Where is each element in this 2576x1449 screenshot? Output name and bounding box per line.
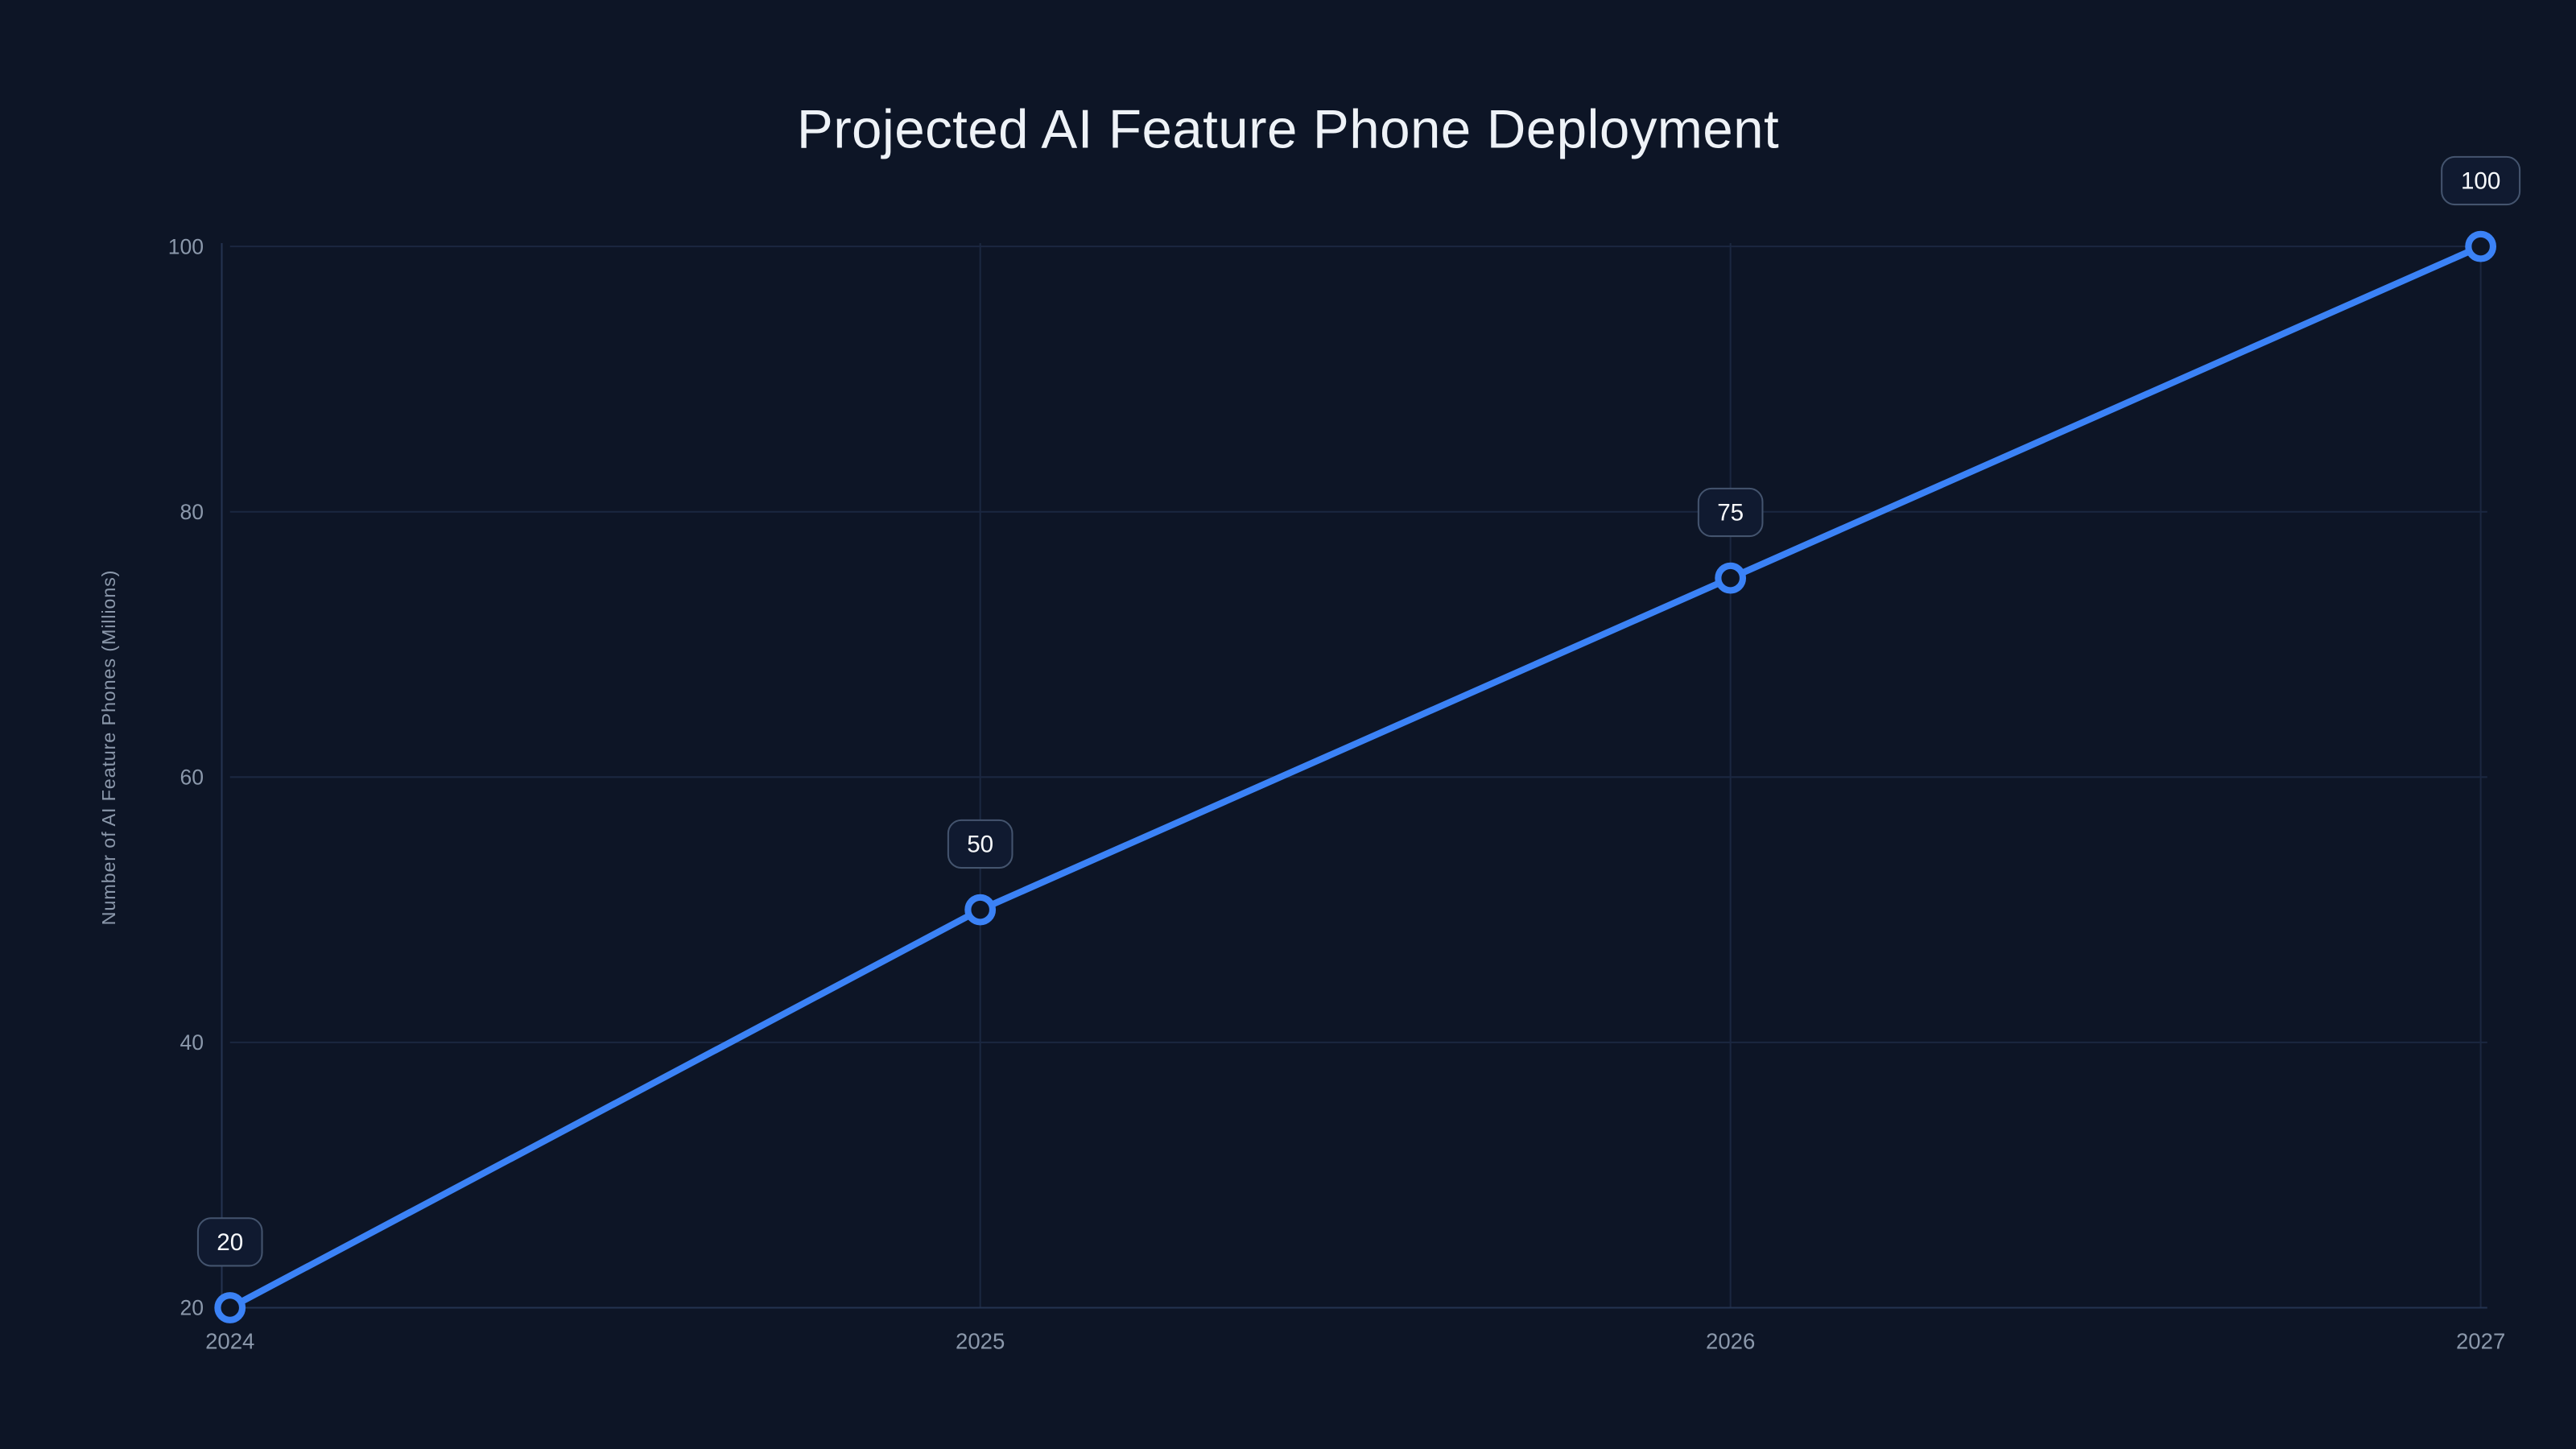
data-point — [1715, 562, 1747, 594]
y-tick-label: 100 — [168, 234, 204, 258]
gridlines — [229, 243, 2487, 1308]
point-label-badge — [1697, 487, 1764, 538]
point-label-text: 20 — [217, 1229, 243, 1256]
point-label-text: 100 — [2461, 168, 2500, 195]
x-tick-label: 2024 — [205, 1329, 254, 1354]
point-label-text: 50 — [967, 832, 993, 858]
data-point — [964, 894, 997, 926]
data-point — [2465, 230, 2497, 262]
point-label-badge — [2441, 155, 2521, 206]
y-tick-labels: 20 40 60 80 100 — [168, 234, 204, 1319]
line-series — [214, 230, 2497, 1323]
x-tick-label: 2026 — [1706, 1329, 1755, 1354]
y-tick-label: 20 — [180, 1296, 204, 1320]
x-tick-label: 2025 — [956, 1329, 1005, 1354]
axes — [221, 243, 2487, 1309]
data-point — [214, 1292, 246, 1323]
y-tick-label: 40 — [180, 1030, 204, 1055]
y-axis-label: Number of AI Feature Phones (Millions) — [98, 570, 119, 926]
point-label-badge — [196, 1217, 263, 1267]
point-label-text: 75 — [1717, 500, 1744, 526]
y-tick-label: 80 — [180, 500, 204, 524]
chart-title: Projected AI Feature Phone Deployment — [797, 100, 1779, 160]
x-tick-label: 2027 — [2456, 1329, 2505, 1354]
point-label-badge — [947, 819, 1013, 869]
point-labels: 20 50 75 100 — [196, 155, 2521, 1267]
x-tick-labels: 2024 2025 2026 2027 — [205, 1329, 2505, 1354]
series-line — [226, 243, 2484, 1311]
y-tick-label: 60 — [180, 765, 204, 789]
